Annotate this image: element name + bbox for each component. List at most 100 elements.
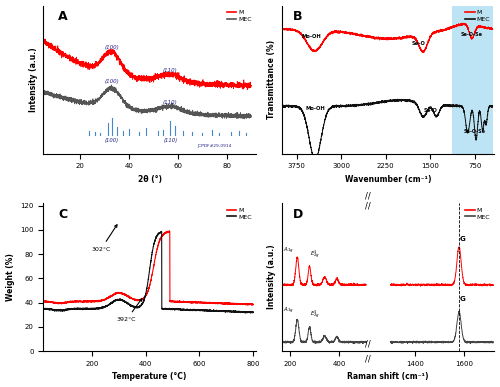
MEC	[244, 113, 250, 118]
MEC	[120, 96, 126, 101]
MEC	[246, 310, 252, 315]
Text: Se-O-Se: Se-O-Se	[461, 33, 483, 37]
Text: Se-O: Se-O	[424, 108, 438, 113]
Y-axis label: Transmittance (%): Transmittance (%)	[268, 40, 276, 119]
M	[40, 36, 46, 41]
M	[453, 24, 459, 28]
M	[363, 283, 369, 287]
Line: M: M	[283, 257, 366, 286]
MEC	[288, 339, 294, 344]
Text: A: A	[58, 10, 68, 23]
MEC	[40, 307, 46, 311]
Text: JCPDF#29-0914: JCPDF#29-0914	[197, 144, 232, 148]
M	[64, 55, 70, 60]
MEC	[76, 99, 82, 104]
M	[130, 297, 136, 301]
M	[345, 283, 351, 287]
MEC	[129, 108, 135, 112]
Bar	[452, 0, 492, 154]
Text: D: D	[292, 208, 303, 221]
Legend: M, MEC: M, MEC	[464, 9, 491, 23]
M	[280, 282, 286, 287]
Text: //: //	[365, 202, 370, 211]
MEC	[466, 127, 471, 132]
MEC	[453, 103, 459, 108]
Text: (110): (110)	[163, 100, 178, 105]
Y-axis label: Intensity (a.u.): Intensity (a.u.)	[29, 47, 38, 112]
M	[250, 302, 256, 307]
Text: Mo-OH: Mo-OH	[302, 34, 322, 39]
M	[40, 299, 46, 303]
Text: (110): (110)	[163, 67, 178, 72]
MEC	[351, 341, 357, 346]
M	[338, 282, 344, 287]
Text: //: //	[365, 192, 370, 201]
Legend: M, MEC: M, MEC	[464, 206, 491, 221]
MEC	[363, 341, 369, 345]
MEC	[294, 317, 300, 322]
M	[408, 35, 414, 39]
MEC	[345, 339, 351, 344]
M	[40, 37, 46, 42]
MEC	[242, 116, 248, 121]
MEC	[130, 305, 136, 309]
M	[76, 60, 82, 64]
Text: B: B	[292, 10, 302, 23]
MEC	[490, 103, 496, 108]
M	[306, 43, 312, 47]
M	[246, 302, 252, 307]
Legend: M, MEC: M, MEC	[226, 206, 253, 221]
MEC	[250, 310, 256, 314]
M	[400, 34, 406, 39]
M	[244, 87, 250, 92]
M	[490, 27, 496, 32]
M	[294, 255, 300, 259]
Line: MEC: MEC	[283, 319, 366, 344]
MEC	[40, 91, 46, 96]
M	[120, 67, 126, 72]
Text: (100): (100)	[104, 45, 119, 50]
Text: //: //	[365, 355, 370, 364]
M	[76, 299, 82, 304]
M	[283, 27, 289, 32]
MEC	[409, 99, 415, 103]
X-axis label: Raman shift (cm⁻¹): Raman shift (cm⁻¹)	[348, 372, 429, 382]
M	[314, 284, 320, 288]
MEC	[283, 103, 289, 108]
MEC	[400, 98, 406, 103]
Text: $E^1_{2g}$: $E^1_{2g}$	[310, 248, 320, 260]
Line: MEC: MEC	[44, 85, 251, 119]
Text: (110): (110)	[164, 138, 177, 143]
Text: Se-O: Se-O	[412, 41, 426, 46]
MEC	[279, 104, 285, 109]
M	[244, 303, 250, 307]
Text: $A_{1g}$: $A_{1g}$	[284, 246, 294, 256]
MEC	[314, 341, 320, 345]
MEC	[243, 311, 249, 315]
Text: //: //	[365, 339, 370, 348]
Text: G: G	[460, 296, 466, 302]
M	[244, 84, 250, 88]
M	[346, 282, 352, 286]
Line: M: M	[44, 231, 253, 305]
MEC	[248, 115, 254, 120]
MEC	[306, 132, 312, 137]
MEC	[312, 158, 318, 163]
Text: Se-O-Se: Se-O-Se	[464, 129, 486, 134]
Line: M: M	[44, 38, 251, 89]
M	[224, 301, 230, 305]
Text: C: C	[58, 208, 68, 221]
M	[288, 282, 294, 286]
MEC	[394, 97, 400, 101]
M	[279, 27, 285, 31]
M	[64, 300, 70, 305]
M	[121, 291, 127, 296]
M	[317, 283, 323, 287]
MEC	[64, 98, 70, 102]
M	[248, 83, 254, 88]
MEC	[280, 340, 286, 344]
M	[314, 282, 320, 286]
MEC	[64, 307, 70, 312]
MEC	[317, 340, 323, 344]
MEC	[346, 339, 352, 344]
